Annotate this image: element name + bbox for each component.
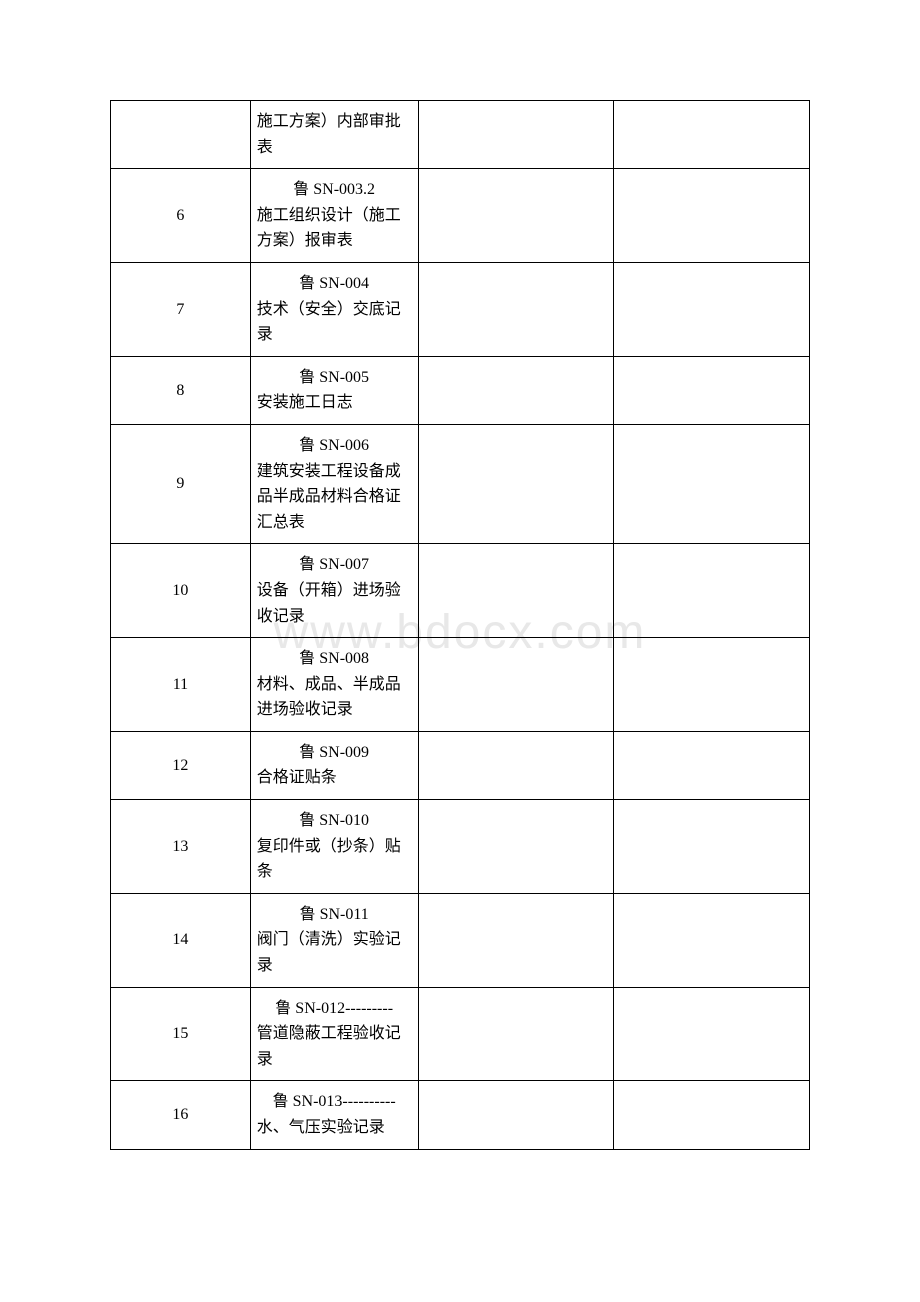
row-number-cell: 13 [111,800,251,894]
row-number-cell: 6 [111,169,251,263]
table-row: 11 鲁 SN-008 材料、成品、半成品进场验收记录 [111,638,810,732]
table-row: 8 鲁 SN-005 安装施工日志 [111,356,810,424]
description-text: 复印件或（抄条）贴条 [257,834,412,885]
description-text: 阀门（清洗）实验记录 [257,927,412,978]
description-text: 材料、成品、半成品进场验收记录 [257,672,412,723]
code-text: 鲁 SN-010 [257,808,412,834]
row-col3-cell [418,356,614,424]
row-col4-cell [614,638,810,732]
table-container: 施工方案）内部审批表 6 鲁 SN-003.2 施工组织设计（施工方案）报审表 … [110,100,810,1150]
row-col3-cell [418,101,614,169]
table-row: 施工方案）内部审批表 [111,101,810,169]
row-number-cell: 11 [111,638,251,732]
table-row: 6 鲁 SN-003.2 施工组织设计（施工方案）报审表 [111,169,810,263]
row-col3-cell [418,893,614,987]
description-text: 安装施工日志 [257,390,412,416]
row-col4-cell [614,731,810,799]
row-col4-cell [614,356,810,424]
row-col4-cell [614,169,810,263]
description-text: 施工方案）内部审批表 [257,109,412,160]
code-text: 鲁 SN-012--------- [257,996,412,1022]
row-col3-cell [418,638,614,732]
row-number-cell: 16 [111,1081,251,1149]
row-description-cell: 鲁 SN-003.2 施工组织设计（施工方案）报审表 [250,169,418,263]
code-text: 鲁 SN-005 [257,365,412,391]
row-description-cell: 鲁 SN-013---------- 水、气压实验记录 [250,1081,418,1149]
row-col3-cell [418,987,614,1081]
row-number-cell: 9 [111,424,251,543]
row-col4-cell [614,1081,810,1149]
row-col4-cell [614,893,810,987]
description-text: 施工组织设计（施工方案）报审表 [257,203,412,254]
row-col4-cell [614,800,810,894]
row-description-cell: 鲁 SN-012--------- 管道隐蔽工程验收记录 [250,987,418,1081]
code-text: 鲁 SN-003.2 [257,177,412,203]
row-col4-cell [614,262,810,356]
row-col3-cell [418,262,614,356]
table-row: 16 鲁 SN-013---------- 水、气压实验记录 [111,1081,810,1149]
row-col4-cell [614,424,810,543]
table-row: 10 鲁 SN-007 设备（开箱）进场验收记录 [111,544,810,638]
row-col3-cell [418,169,614,263]
row-number-cell: 10 [111,544,251,638]
code-text: 鲁 SN-009 [257,740,412,766]
row-number-cell: 7 [111,262,251,356]
row-col4-cell [614,987,810,1081]
code-text: 鲁 SN-007 [257,552,412,578]
row-number-cell: 8 [111,356,251,424]
row-number-cell [111,101,251,169]
table-row: 7 鲁 SN-004 技术（安全）交底记录 [111,262,810,356]
row-description-cell: 鲁 SN-004 技术（安全）交底记录 [250,262,418,356]
table-row: 9 鲁 SN-006 建筑安装工程设备成品半成品材料合格证汇总表 [111,424,810,543]
table-row: 12 鲁 SN-009 合格证贴条 [111,731,810,799]
description-text: 管道隐蔽工程验收记录 [257,1021,412,1072]
row-description-cell: 施工方案）内部审批表 [250,101,418,169]
row-col4-cell [614,544,810,638]
description-text: 合格证贴条 [257,765,412,791]
description-text: 建筑安装工程设备成品半成品材料合格证汇总表 [257,459,412,536]
row-number-cell: 14 [111,893,251,987]
row-col3-cell [418,800,614,894]
code-text: 鲁 SN-004 [257,271,412,297]
table-row: 15 鲁 SN-012--------- 管道隐蔽工程验收记录 [111,987,810,1081]
row-description-cell: 鲁 SN-006 建筑安装工程设备成品半成品材料合格证汇总表 [250,424,418,543]
table-row: 14 鲁 SN-011 阀门（清洗）实验记录 [111,893,810,987]
row-col4-cell [614,101,810,169]
row-col3-cell [418,1081,614,1149]
row-col3-cell [418,424,614,543]
description-text: 设备（开箱）进场验收记录 [257,578,412,629]
document-index-table: 施工方案）内部审批表 6 鲁 SN-003.2 施工组织设计（施工方案）报审表 … [110,100,810,1150]
table-row: 13 鲁 SN-010 复印件或（抄条）贴条 [111,800,810,894]
row-number-cell: 15 [111,987,251,1081]
row-number-cell: 12 [111,731,251,799]
code-text: 鲁 SN-008 [257,646,412,672]
row-description-cell: 鲁 SN-009 合格证贴条 [250,731,418,799]
row-description-cell: 鲁 SN-005 安装施工日志 [250,356,418,424]
description-text: 技术（安全）交底记录 [257,297,412,348]
row-description-cell: 鲁 SN-011 阀门（清洗）实验记录 [250,893,418,987]
row-description-cell: 鲁 SN-008 材料、成品、半成品进场验收记录 [250,638,418,732]
code-text: 鲁 SN-011 [257,902,412,928]
row-col3-cell [418,544,614,638]
row-description-cell: 鲁 SN-010 复印件或（抄条）贴条 [250,800,418,894]
code-text: 鲁 SN-013---------- [257,1089,412,1115]
row-col3-cell [418,731,614,799]
description-text: 水、气压实验记录 [257,1115,412,1141]
code-text: 鲁 SN-006 [257,433,412,459]
row-description-cell: 鲁 SN-007 设备（开箱）进场验收记录 [250,544,418,638]
